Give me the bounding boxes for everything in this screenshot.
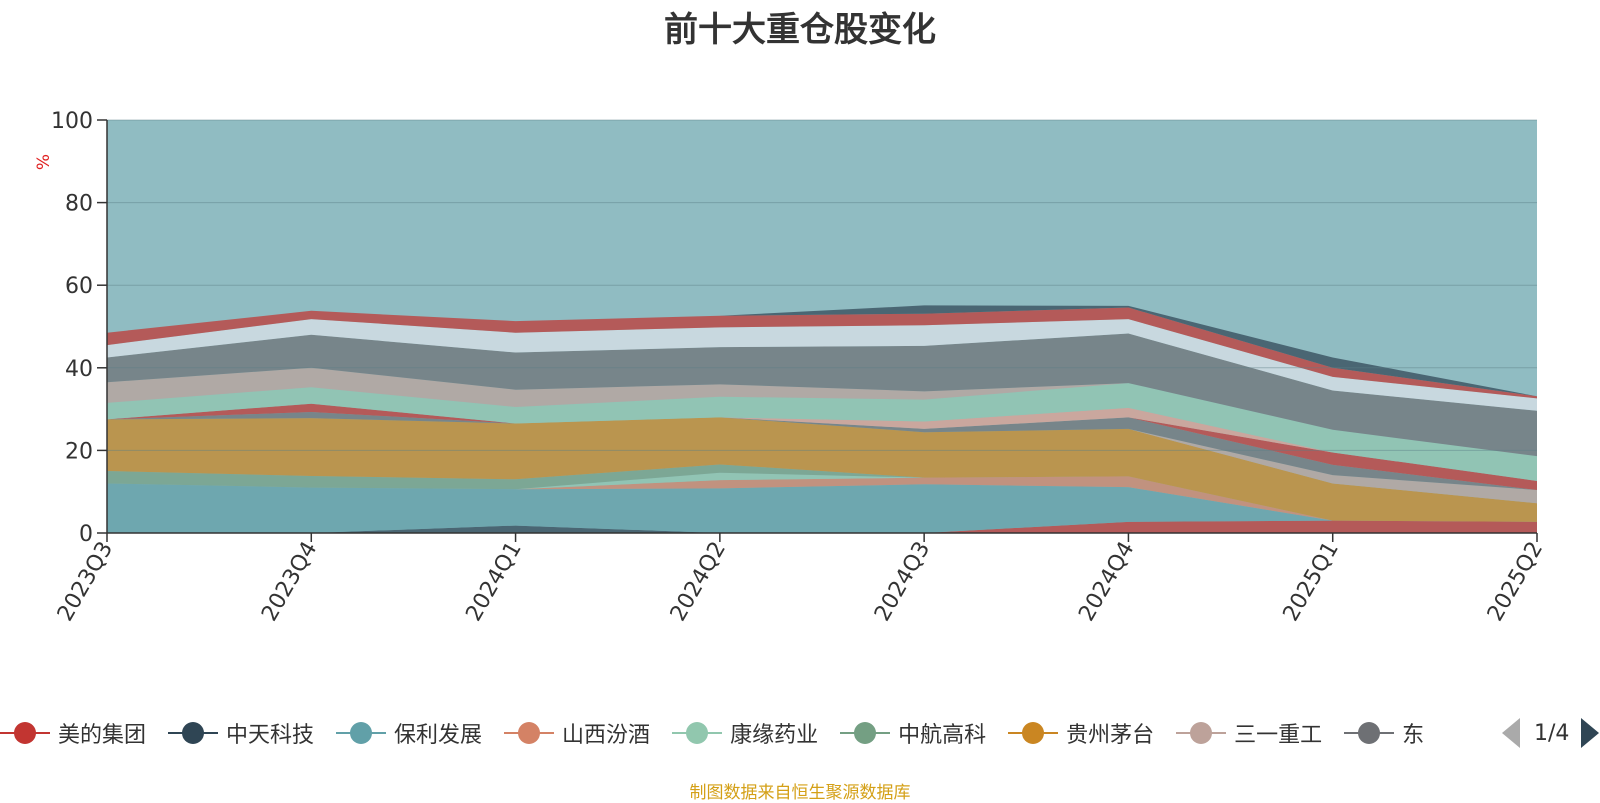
area-series-7 bbox=[107, 417, 1537, 522]
legend-label: 保利发展 bbox=[394, 723, 483, 748]
legend-label: 山西汾酒 bbox=[562, 723, 651, 748]
area-series-15 bbox=[107, 319, 1537, 411]
pager-text: 1/4 bbox=[1534, 720, 1570, 746]
area-chart: 0 20 40 60 80 100% 2023Q3 2023Q4 2024Q1 2024Q2 202… bbox=[34, 109, 1548, 626]
legend-marker-icon bbox=[168, 721, 219, 745]
x-tick-label: 2024Q2 bbox=[666, 538, 731, 626]
area-series-13 bbox=[107, 367, 1537, 457]
legend-item[interactable]: 中航高科 bbox=[840, 716, 986, 750]
source-note: 制图数据来自恒生聚源数据库 bbox=[689, 783, 911, 803]
legend-label: 康缘药业 bbox=[730, 723, 819, 748]
legend-label: 中航高科 bbox=[898, 723, 987, 748]
y-axis-label: % bbox=[34, 154, 54, 170]
area-series-1 bbox=[107, 520, 1537, 533]
legend-label: 三一重工 bbox=[1234, 723, 1323, 748]
legend: 美的集团 中天科技 保利发展 山西汾酒 康缘药业 中航高科 贵州茅台 三一重工 东 bbox=[0, 716, 1500, 750]
x-tick-label: 2024Q1 bbox=[461, 538, 526, 626]
pager-prev-icon[interactable] bbox=[1502, 718, 1520, 748]
y-tick-label: 80 bbox=[65, 192, 93, 217]
y-tick-label: 0 bbox=[79, 522, 93, 547]
x-tick-label: 2025Q2 bbox=[1483, 538, 1548, 626]
legend-item[interactable]: 贵州茅台 bbox=[1008, 716, 1154, 750]
legend-label: 贵州茅台 bbox=[1066, 723, 1155, 748]
area-series-3 bbox=[107, 483, 1537, 533]
area-series-11 bbox=[107, 403, 1537, 481]
legend-pager: 1/4 bbox=[1500, 716, 1600, 750]
x-tick-label: 2023Q4 bbox=[257, 538, 322, 626]
legend-marker-icon bbox=[504, 721, 555, 745]
legend-label: 美的集团 bbox=[58, 723, 147, 748]
x-tick-label: 2024Q3 bbox=[870, 538, 935, 626]
legend-item[interactable]: 美的集团 bbox=[0, 716, 146, 750]
x-tick-label: 2023Q3 bbox=[53, 538, 118, 626]
y-tick-label: 20 bbox=[65, 439, 93, 464]
legend-item[interactable]: 保利发展 bbox=[336, 716, 482, 750]
legend-marker-icon bbox=[1008, 721, 1059, 745]
legend-marker-icon bbox=[1344, 721, 1395, 745]
chart-title: 前十大重仓股变化 bbox=[664, 10, 936, 50]
legend-label: 中天科技 bbox=[226, 723, 315, 748]
x-tick-label: 2024Q4 bbox=[1074, 538, 1139, 626]
area-series-16 bbox=[107, 307, 1537, 399]
area-layers bbox=[107, 120, 1537, 533]
y-tick-label: 100 bbox=[51, 109, 93, 134]
area-series-14 bbox=[107, 333, 1537, 457]
legend-marker-icon bbox=[672, 721, 723, 745]
legend-label: 东 bbox=[1402, 723, 1425, 748]
area-series-10 bbox=[107, 403, 1537, 491]
legend-marker-icon bbox=[0, 721, 50, 745]
area-series-12 bbox=[107, 383, 1537, 481]
pager-next-icon[interactable] bbox=[1581, 718, 1600, 748]
area-series-2 bbox=[107, 520, 1537, 533]
legend-item[interactable]: 东 bbox=[1344, 716, 1424, 750]
legend-item[interactable]: 山西汾酒 bbox=[504, 716, 650, 750]
x-tick-label: 2025Q1 bbox=[1279, 538, 1344, 626]
y-tick-label: 40 bbox=[65, 357, 93, 382]
area-series-6 bbox=[107, 464, 1537, 522]
legend-marker-icon bbox=[840, 721, 891, 745]
legend-item[interactable]: 康缘药业 bbox=[672, 716, 818, 750]
legend-marker-icon bbox=[1176, 721, 1227, 745]
y-tick-label: 60 bbox=[65, 274, 93, 299]
legend-item[interactable]: 三一重工 bbox=[1176, 716, 1322, 750]
legend-marker-icon bbox=[336, 721, 387, 745]
legend-item[interactable]: 中天科技 bbox=[168, 716, 314, 750]
area-series-8 bbox=[107, 417, 1537, 504]
area-series-4 bbox=[107, 476, 1537, 522]
area-series-9 bbox=[107, 411, 1537, 491]
